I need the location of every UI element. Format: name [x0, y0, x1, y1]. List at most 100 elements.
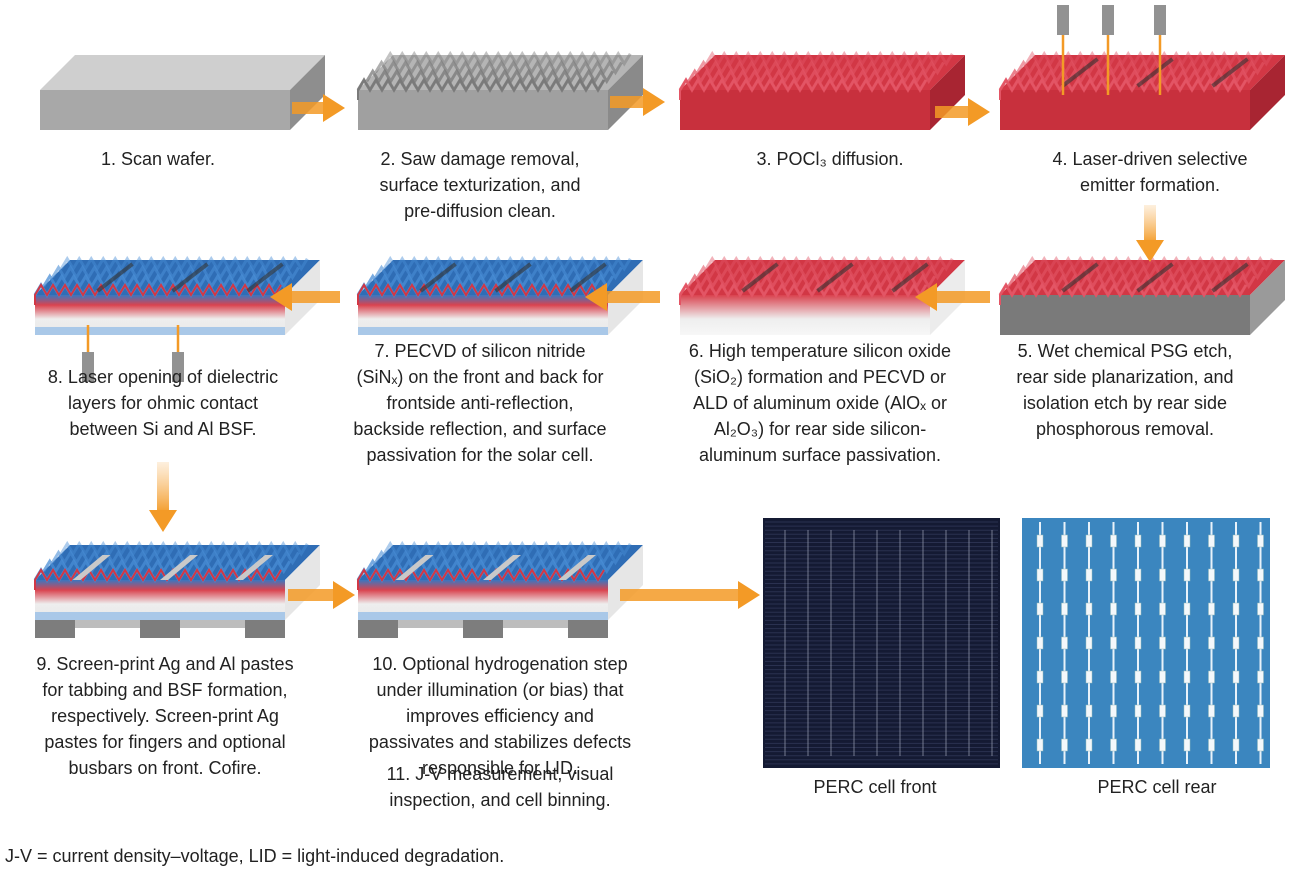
arrow-head — [149, 510, 177, 532]
rear-pad — [1111, 535, 1117, 547]
rear-pad — [1086, 705, 1092, 717]
rear-pad — [1086, 739, 1092, 751]
wafer-front — [40, 90, 290, 130]
rear-pad — [1160, 603, 1166, 615]
rear-pad — [1037, 603, 1043, 615]
wafer — [358, 54, 643, 130]
step-label: (SiO₂) formation and PECVD or — [694, 367, 946, 387]
rear-pad — [1135, 569, 1141, 581]
arrow-shaft — [620, 589, 742, 601]
rear-pad — [1062, 535, 1068, 547]
panel-label: PERC cell front — [813, 777, 936, 797]
rear-pad — [1184, 637, 1190, 649]
rear-pad — [1160, 671, 1166, 683]
tab-pad — [463, 620, 503, 638]
rear-pad — [1037, 535, 1043, 547]
wafer-front — [680, 295, 930, 335]
rear-pad — [1209, 569, 1215, 581]
step-label: improves efficiency and — [406, 706, 594, 726]
rear-pad — [1233, 569, 1239, 581]
tab-pad — [245, 620, 285, 638]
rear-pad — [1160, 535, 1166, 547]
rear-pad — [1135, 603, 1141, 615]
rear-pad — [1258, 603, 1264, 615]
rear-pad — [1209, 705, 1215, 717]
rear-pad — [1258, 569, 1264, 581]
rear-pad — [1258, 535, 1264, 547]
step-label: between Si and Al BSF. — [69, 419, 256, 439]
rear-pad — [1086, 535, 1092, 547]
arrow-shaft — [1144, 205, 1156, 244]
wafer-front — [1000, 90, 1250, 130]
tab-pad — [140, 620, 180, 638]
arrow-shaft — [157, 462, 169, 514]
tab-pad — [568, 620, 608, 638]
arrow-shaft — [935, 106, 972, 118]
arrow — [1136, 205, 1164, 262]
rear-layer — [358, 327, 608, 335]
rear-pad — [1111, 603, 1117, 615]
rear-pad — [1233, 705, 1239, 717]
rear-pad — [1062, 569, 1068, 581]
step-label: emitter formation. — [1080, 175, 1220, 195]
rear-pad — [1111, 671, 1117, 683]
rear-pad — [1233, 739, 1239, 751]
rear-pad — [1037, 671, 1043, 683]
cell-front-body — [763, 518, 1000, 768]
arrow-head — [323, 94, 345, 122]
step-label: 1. Scan wafer. — [101, 149, 215, 169]
rear-pad — [1135, 739, 1141, 751]
rear-pad — [1135, 637, 1141, 649]
arrow-shaft — [603, 291, 660, 303]
rear-pad — [1258, 637, 1264, 649]
arrow-shaft — [610, 96, 647, 108]
rear-pad — [1111, 569, 1117, 581]
rear-pad — [1086, 569, 1092, 581]
laser-head — [1102, 5, 1114, 35]
arrow-head — [738, 581, 760, 609]
step-label: phosphorous removal. — [1036, 419, 1214, 439]
tab-pad — [35, 620, 75, 638]
cell-front — [763, 518, 1000, 768]
rear-pad — [1209, 671, 1215, 683]
rear-pad — [1037, 705, 1043, 717]
rear-pad — [1086, 671, 1092, 683]
wafer — [40, 55, 325, 130]
arrow-head — [643, 88, 665, 116]
step-label: respectively. Screen-print Ag — [51, 706, 279, 726]
rear-pad — [1037, 637, 1043, 649]
laser-head — [1154, 5, 1166, 35]
rear-pad — [1135, 535, 1141, 547]
rear-pad — [1062, 637, 1068, 649]
step-label: passivates and stabilizes defects — [369, 732, 631, 752]
rear-pad — [1233, 671, 1239, 683]
wafer-top — [40, 55, 325, 90]
step-label: backside reflection, and surface — [353, 419, 606, 439]
rear-pad — [1135, 705, 1141, 717]
rear-pad — [1111, 637, 1117, 649]
step-label: for tabbing and BSF formation, — [42, 680, 287, 700]
step-label: (SiNₓ) on the front and back for — [356, 367, 603, 387]
wafer-front — [358, 90, 608, 130]
tab-pad — [358, 620, 398, 638]
step-label: rear side planarization, and — [1016, 367, 1233, 387]
rear-pad — [1184, 705, 1190, 717]
step-label: 9. Screen-print Ag and Al pastes — [36, 654, 293, 674]
step-label: 10. Optional hydrogenation step — [372, 654, 627, 674]
rear-pad — [1209, 739, 1215, 751]
step-label: under illumination (or bias) that — [376, 680, 623, 700]
rear-pad — [1160, 569, 1166, 581]
rear-pad — [1184, 535, 1190, 547]
step-label: 11. J-V measurement, visual — [387, 764, 614, 784]
rear-pad — [1037, 569, 1043, 581]
step-label: aluminum surface passivation. — [699, 445, 941, 465]
step-label: pre-diffusion clean. — [404, 201, 556, 221]
rear-pad — [1086, 637, 1092, 649]
arrow-shaft — [288, 589, 337, 601]
rear-pad — [1111, 705, 1117, 717]
diagram: 1. Scan wafer.2. Saw damage removal,surf… — [0, 0, 1290, 876]
rear-pad — [1209, 603, 1215, 615]
rear-pad — [1209, 535, 1215, 547]
rear-pad — [1111, 739, 1117, 751]
step-label: 7. PECVD of silicon nitride — [374, 341, 585, 361]
